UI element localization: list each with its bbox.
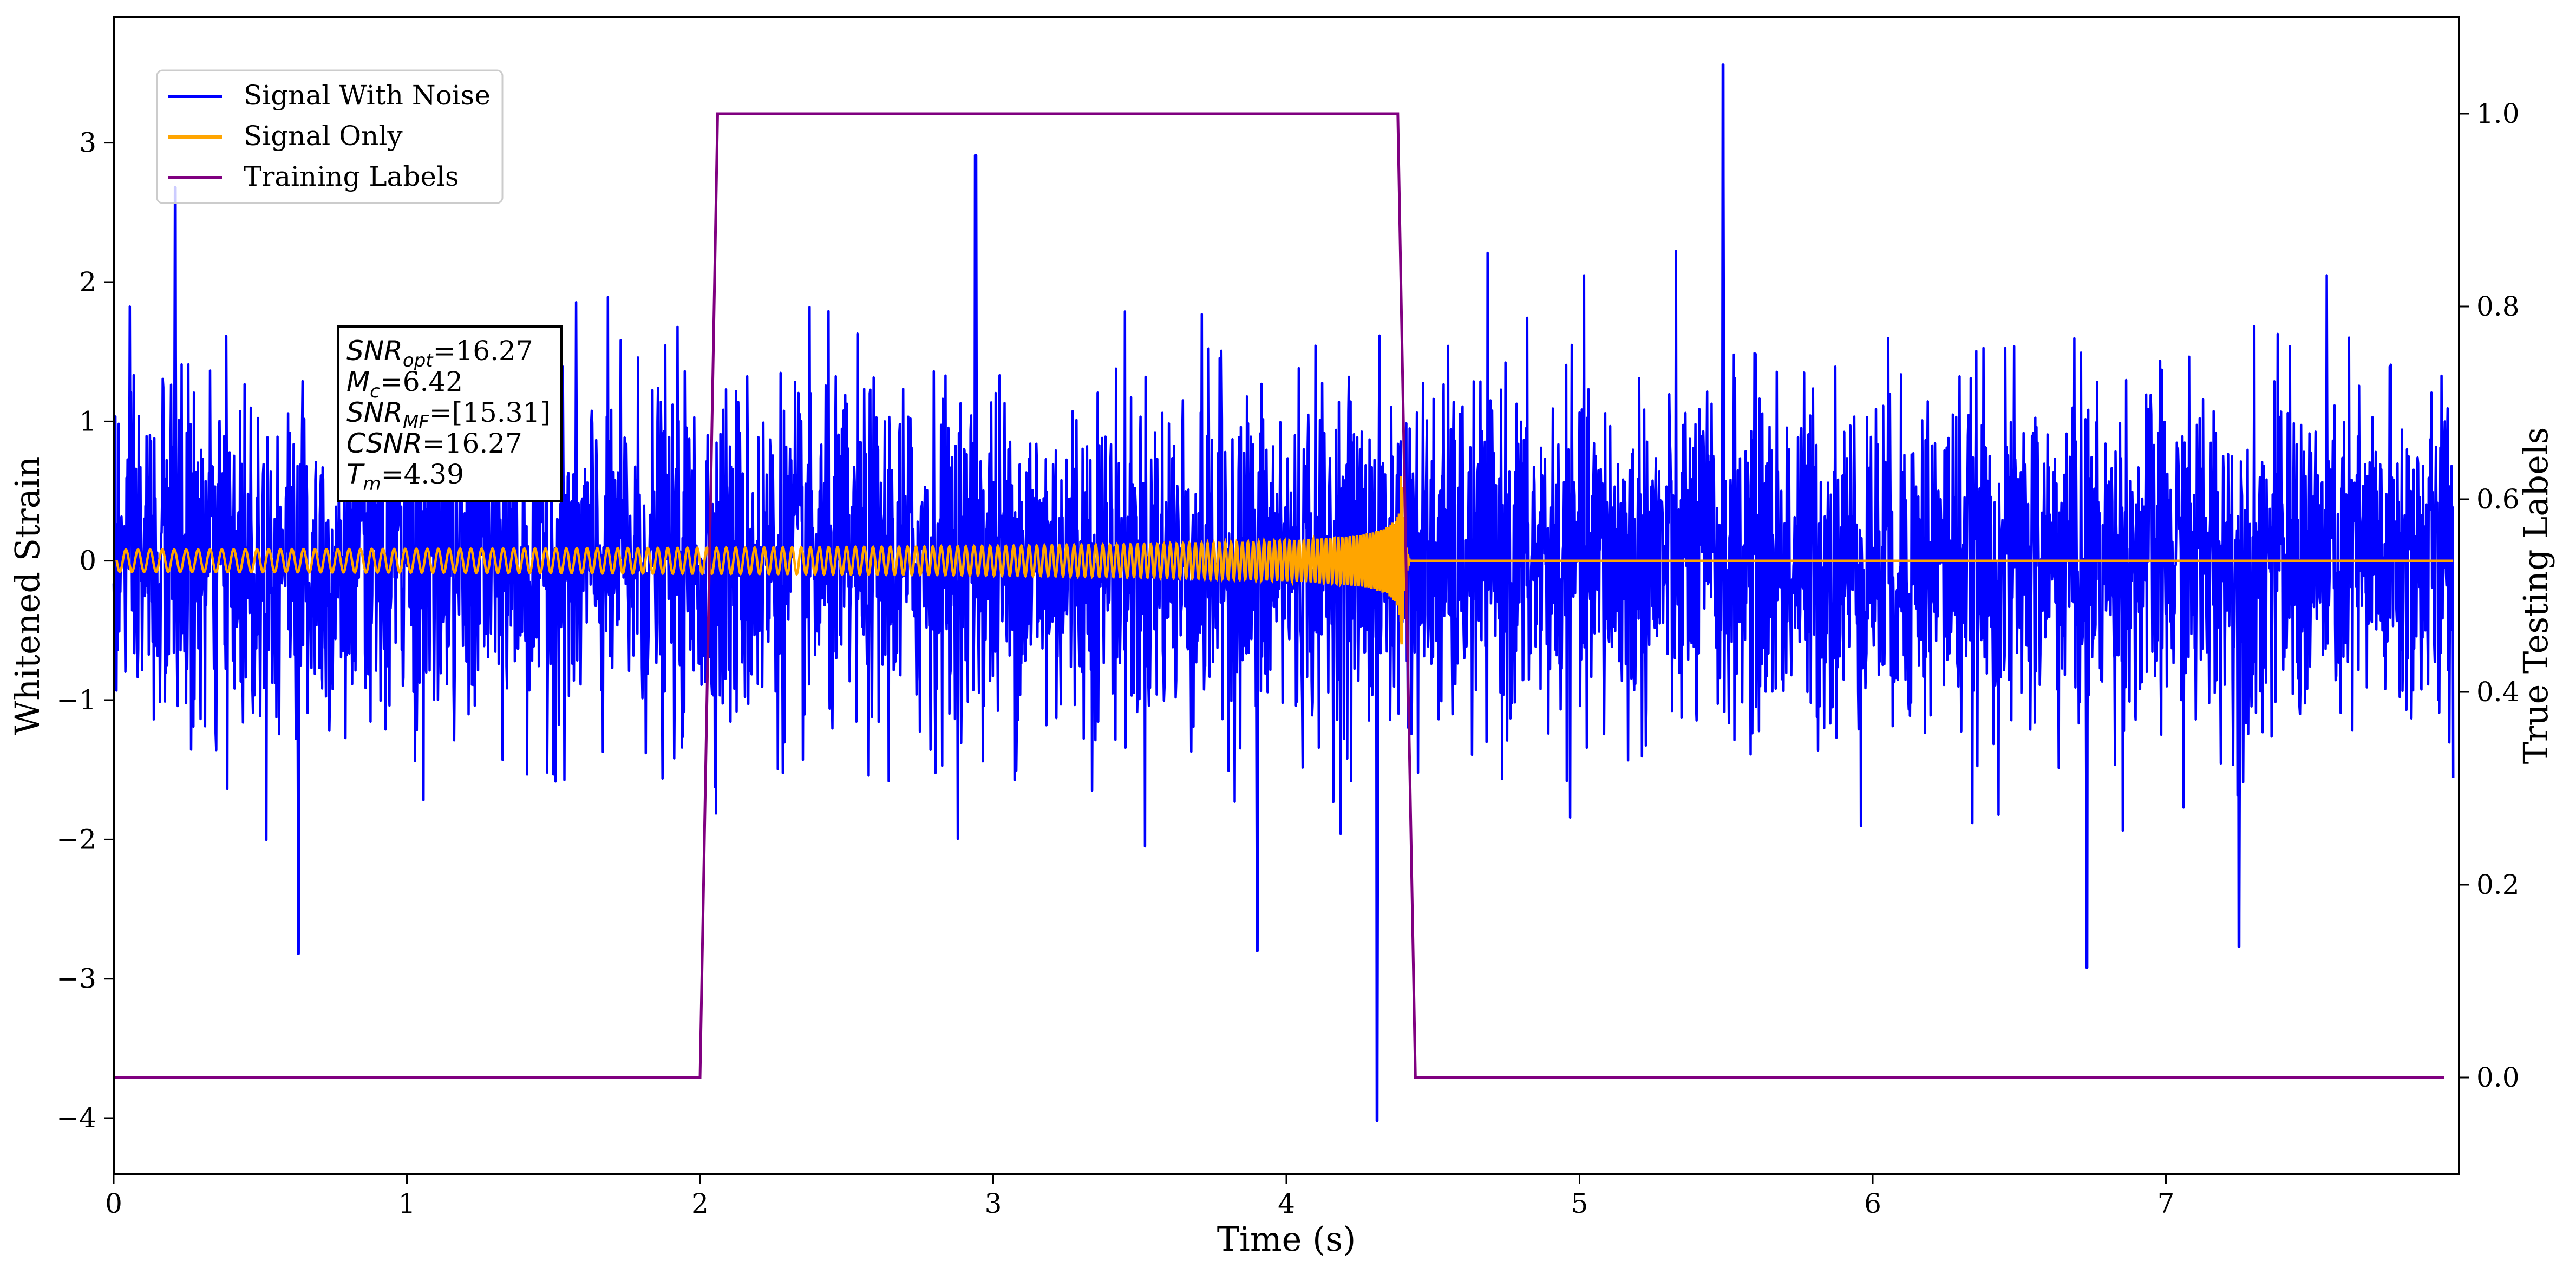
axis-ticks: 0 1 2 3 4 5 6 7 −4 −3 −2 −1 0 1 2 3 0.0 0.2 0.4 0.6 0.8 1.0	[56, 98, 2519, 1219]
y-tick-label-right: 1.0	[2476, 98, 2520, 129]
series-training-labels	[114, 112, 2444, 1079]
y-tick-label-left: −2	[56, 824, 96, 855]
y-tick-label-left: 3	[79, 127, 96, 159]
y-tick-label-right: 0.0	[2476, 1062, 2520, 1093]
y-tick-label-right: 0.4	[2476, 676, 2520, 708]
legend-label-signal-only: Signal Only	[244, 120, 403, 152]
x-tick-label: 5	[1571, 1188, 1588, 1219]
y-tick-label-left: 0	[79, 545, 96, 577]
stats-annotation-line: SNRopt=16.27	[346, 335, 533, 371]
legend-frame	[156, 69, 504, 204]
legend-label-signal-with-noise: Signal With Noise	[244, 80, 491, 111]
stats-annotation-lines: SNRopt=16.27Mc=6.42SNRMF=[15.31]CSNR=16.…	[346, 335, 551, 495]
y-tick-label-right: 0.8	[2476, 291, 2520, 322]
y-tick-label-left: −1	[56, 684, 96, 716]
stats-annotation-line: Mc=6.42	[346, 366, 463, 402]
x-tick-label: 6	[1864, 1188, 1881, 1219]
x-tick-label: 3	[985, 1188, 1002, 1219]
x-tick-label: 7	[2157, 1188, 2175, 1219]
stats-annotation: SNRopt=16.27Mc=6.42SNRMF=[15.31]CSNR=16.…	[337, 325, 563, 502]
y-tick-label-left: −4	[56, 1102, 96, 1134]
x-tick-label: 2	[691, 1188, 709, 1219]
stats-annotation-line: CSNR=16.27	[346, 428, 522, 459]
y-tick-label-right: 0.2	[2476, 869, 2520, 900]
stats-annotation-line: Tm=4.39	[346, 459, 464, 495]
y-tick-label-left: 2	[79, 266, 96, 298]
x-tick-label: 0	[105, 1188, 122, 1219]
y-tick-label-left: −3	[56, 963, 96, 995]
y-axis-label-left: Whitened Strain	[8, 456, 47, 735]
legend-label-training-labels: Training Labels	[244, 161, 459, 192]
legend: Signal With Noise Signal Only Training L…	[156, 69, 504, 204]
y-axis-label-right: True Testing Labels	[2516, 427, 2555, 765]
series-signal-only	[115, 476, 2454, 645]
y-tick-label-left: 1	[79, 406, 96, 437]
x-axis-label: Time (s)	[1217, 1219, 1356, 1259]
stats-annotation-line: SNRMF=[15.31]	[346, 397, 551, 433]
stats-annotation-box	[337, 325, 563, 502]
x-tick-label: 1	[398, 1188, 416, 1219]
plot-area	[112, 63, 2455, 1122]
x-tick-label: 4	[1278, 1188, 1295, 1219]
y-tick-label-right: 0.6	[2476, 484, 2520, 515]
